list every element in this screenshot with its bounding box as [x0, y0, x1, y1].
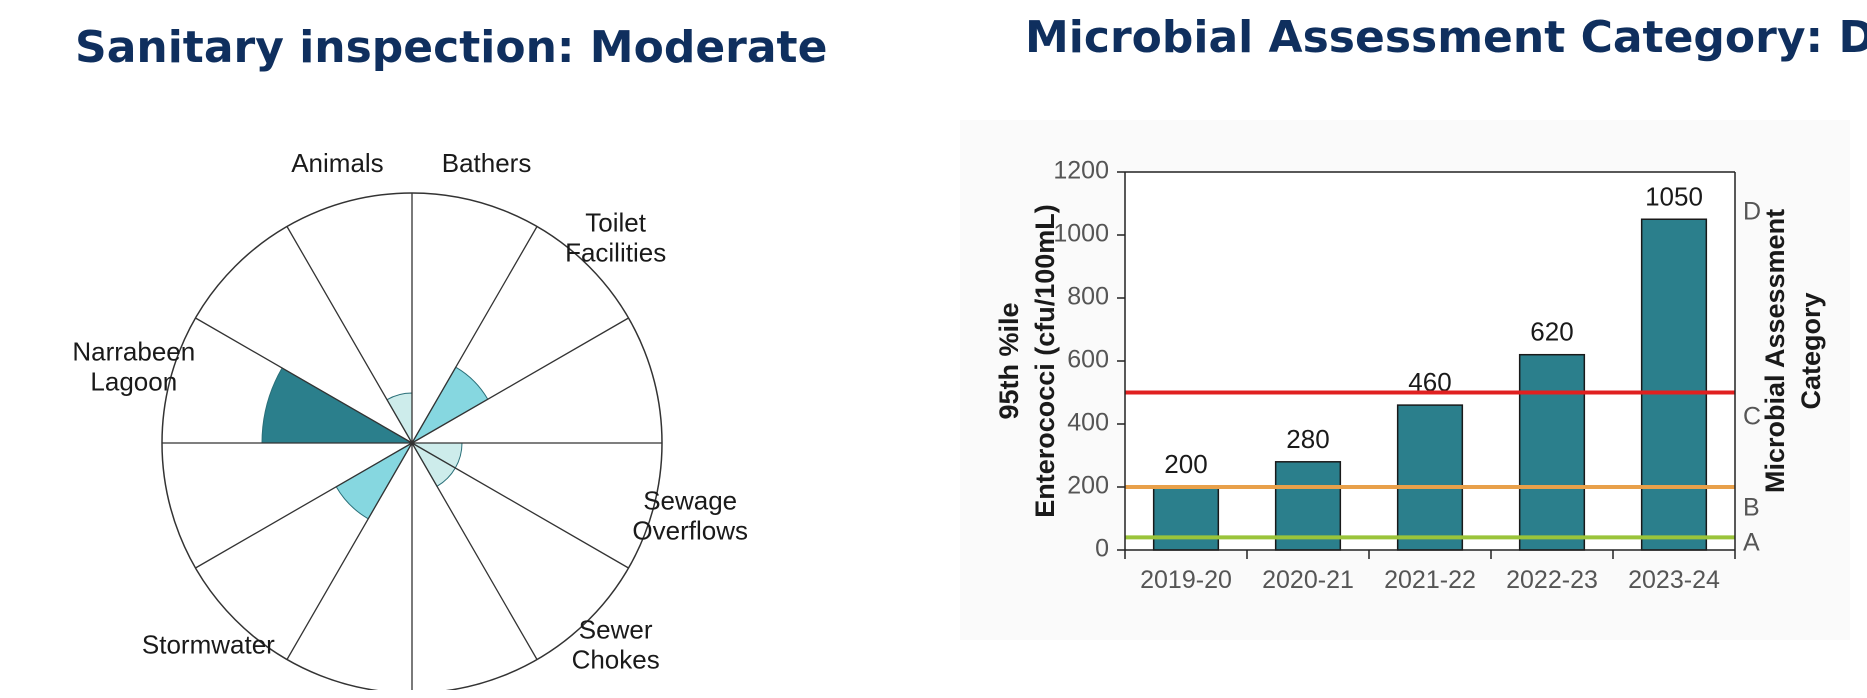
category-marker-d: D: [1743, 198, 1761, 226]
rose-label-stormwater: Stormwater: [142, 630, 275, 660]
rose-label-animals: Animals: [291, 148, 383, 178]
sanitary-inspection-rose-chart: Animals Bathers Toilet Facilities Sewage Over…: [72, 148, 748, 690]
y-tick-label: 200: [1067, 472, 1109, 500]
y-tick-label: 800: [1067, 283, 1109, 311]
y-axis-title: 95th %ile Enterococci (cfu/100mL): [994, 204, 1060, 518]
x-tick-label: 2020-21: [1262, 566, 1354, 594]
bar-value-label: 1050: [1645, 181, 1703, 211]
x-tick-label: 2019-20: [1140, 566, 1232, 594]
bar-2022-23: [1518, 353, 1586, 551]
sanitary-inspection-title: Sanitary inspection: Moderate: [75, 22, 828, 73]
rose-spoke: [411, 317, 629, 444]
x-tick-label: 2023-24: [1628, 566, 1720, 594]
microbial-assessment-title: Microbial Assessment Category: D: [1025, 12, 1867, 63]
rose-label-bathers: Bathers: [442, 148, 532, 178]
rose-spoke: [286, 226, 413, 444]
bar-2019-20: [1152, 486, 1220, 551]
category-marker-b: B: [1743, 494, 1760, 522]
rose-label-narrabeen-lagoon: Narrabeen Lagoon: [72, 336, 195, 396]
y-tick-label: 1000: [1053, 220, 1109, 248]
y-tick-label: 0: [1095, 535, 1109, 563]
rose-spoke: [195, 442, 413, 569]
bar-2021-22: [1396, 404, 1464, 551]
bar-value-label: 620: [1530, 317, 1573, 347]
x-tick-label: 2022-23: [1506, 566, 1598, 594]
bar-value-label: 280: [1286, 424, 1329, 454]
category-marker-a: A: [1743, 528, 1760, 556]
rose-spoke: [411, 442, 538, 660]
rose-spoke: [411, 226, 538, 444]
bar-value-label: 200: [1164, 449, 1207, 479]
rose-label-sewer-chokes: Sewer Chokes: [572, 615, 660, 675]
y2-axis-title: Microbial Assessment Category: [1760, 209, 1826, 493]
rose-label-sewage-overflows: Sewage Overflows: [632, 485, 748, 545]
x-tick-label: 2021-22: [1384, 566, 1476, 594]
rose-spoke: [411, 442, 629, 569]
rose-label-toilet-facilities: Toilet Facilities: [565, 207, 666, 267]
bar-2023-24: [1640, 218, 1708, 551]
y-tick-label: 1200: [1053, 157, 1109, 185]
enterococci-bar-chart: 2002804606201050020040060080010001200201…: [960, 120, 1850, 640]
y-tick-label: 400: [1067, 409, 1109, 437]
rose-spoke: [286, 442, 413, 660]
category-marker-c: C: [1743, 402, 1761, 430]
rose-spoke: [195, 317, 413, 444]
y-tick-label: 600: [1067, 346, 1109, 374]
